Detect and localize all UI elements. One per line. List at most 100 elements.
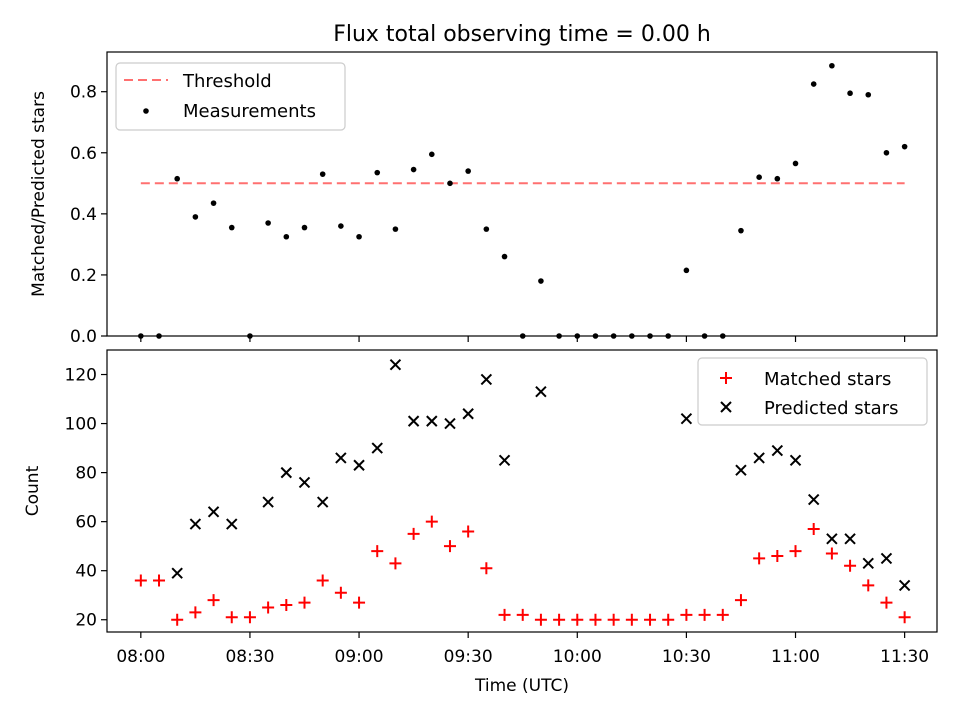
matched-star-point [862,579,875,592]
measurement-point [847,90,853,97]
measurement-point [574,333,581,339]
x-tick-label: 11:30 [880,647,929,667]
matched-star-point [298,596,311,609]
matched-star-point [134,574,147,587]
predicted-star-point [444,417,456,430]
x-tick-label: 11:00 [771,647,820,667]
matched-star-point [407,527,420,540]
predicted-star-point [880,552,893,565]
matched-star-point [171,613,184,626]
predicted-star-point [535,385,547,398]
matched-legend-marker [720,372,732,384]
matched-star-point [771,549,784,562]
matched-star-point [553,613,566,626]
predicted-star-point [353,459,365,471]
measurement-point [901,143,908,150]
matched-star-point [243,611,256,624]
count-legend-box [697,357,928,426]
predicted-star-point [280,466,293,479]
x-tick-label: 09:30 [444,647,493,667]
matched-star-point [389,557,402,570]
matched-star-point [353,596,366,609]
x-tick-label: 08:00 [116,647,165,667]
predicted-star-point [844,533,856,545]
matched-star-point [825,547,838,560]
count-panel: 20 40 60 80 100 120 08:00 08:30 09:00 09:30 10:00… [23,349,938,696]
measurement-point [829,62,835,69]
measurement-point [174,175,180,182]
y-tick-label: 0.0 [70,327,97,347]
matched-star-point [425,515,438,528]
matched-star-point [371,545,384,558]
measurement-point [447,180,453,187]
predicted-legend-marker [720,401,732,413]
measurement-point [483,226,490,232]
matched-star-point [498,608,511,621]
count-x-axis: 08:00 08:30 09:00 09:30 10:00 10:30 11:00 11:30 [116,632,929,667]
measurement-point [156,333,162,339]
measurement-point [538,278,544,284]
matched-star-point [225,611,238,624]
predicted-star-point [680,412,693,425]
measurement-point [610,333,617,339]
matched-star-point [153,574,166,587]
predicted-star-point [735,464,747,476]
matched-star-point [716,608,729,621]
predicted-star-point [426,415,438,427]
measurement-point [683,267,690,274]
matched-star-point [607,613,620,626]
matched-star-point [480,562,493,575]
predicted-star-point [389,359,402,371]
y-tick-label: 0.2 [70,266,97,286]
y-tick-label: 40 [75,562,97,582]
x-axis-label: Time (UTC) [474,676,569,696]
measurement-point [883,149,890,156]
matched-star-point [571,613,584,626]
x-tick-label: 08:30 [225,647,274,667]
measurement-point [210,200,217,206]
matched-star-point [280,599,293,612]
matched-star-point [644,613,657,626]
matched-star-point [462,525,475,538]
measurement-point [374,169,381,176]
matched-star-point [516,608,529,621]
predicted-star-point [207,506,220,518]
measurement-point [501,253,508,260]
measurement-point [428,151,435,158]
matched-star-point [807,523,820,536]
measurement-point [356,233,362,240]
x-tick-label: 09:00 [335,647,384,667]
measurement-point [319,171,326,177]
measurement-point [228,224,235,231]
measurement-point [719,333,726,339]
predicted-star-point [189,518,202,530]
predicted-star-point [898,579,911,592]
measurement-point [665,333,672,339]
chart-title: Flux total observing time = 0.00 h [333,22,711,47]
count-legend: Matched stars Predicted stars [697,357,928,426]
measurement-point [192,214,199,220]
legend-measurements-label: Measurements [183,101,316,122]
count-plot-frame [106,349,938,633]
ratio-marks [138,62,908,339]
y-tick-label: 0.6 [70,144,97,164]
predicted-star-point [298,476,311,489]
ratio-legend: Threshold Measurements [115,62,346,131]
matched-star-point [844,559,857,572]
y-tick-label: 120 [65,366,97,386]
y-tick-label: 0.8 [70,83,97,103]
predicted-star-point [407,415,420,427]
measurement-point [738,227,744,234]
measurement-point [629,333,635,339]
y-tick-label: 60 [75,513,97,533]
measurement-point [592,333,599,339]
measurement-point [810,81,817,87]
predicted-star-point [498,454,511,467]
ratio-x-axis-ticks [140,336,906,342]
matched-star-point [898,611,911,624]
y-tick-label: 80 [75,464,97,484]
matched-star-point [734,594,747,607]
count-y-axis-label: Count [23,465,43,516]
measurement-point [283,233,290,240]
legend-matched-label: Matched stars [764,369,891,390]
